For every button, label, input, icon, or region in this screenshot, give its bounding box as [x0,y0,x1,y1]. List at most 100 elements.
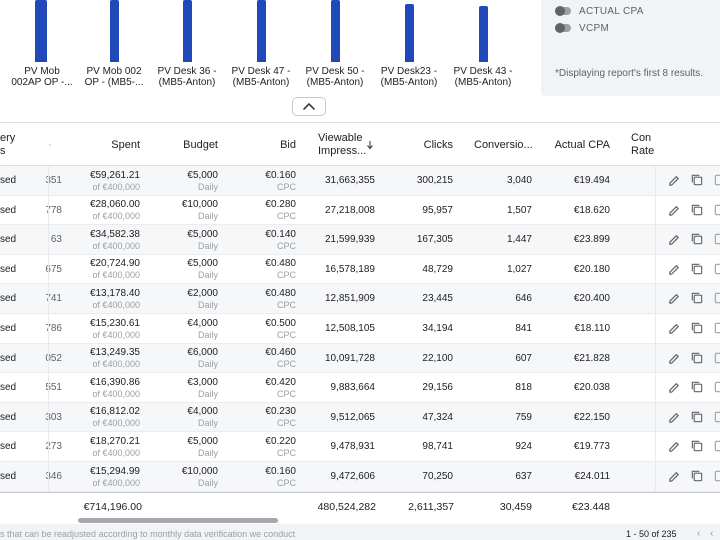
pencil-icon[interactable] [667,173,681,187]
chart-bar[interactable] [38,0,47,62]
table-row[interactable]: sed 351 €59,261.21 of €400,000 €5,000 Daily €0… [0,166,720,196]
cell-subtext: of €400,000 [92,240,140,251]
toggle-switch[interactable] [555,23,571,33]
cell-actual-cpa: €19.773 [546,432,610,461]
table-row[interactable]: sed 303 €16,812.02 of €400,000 €4,000 Daily €0… [0,402,720,433]
more-icon[interactable] [713,262,720,276]
more-icon[interactable] [713,351,720,365]
header-bid[interactable]: Bid [280,139,296,151]
pencil-icon[interactable] [667,203,681,217]
more-icon[interactable] [713,232,720,246]
legend-item-actual-cpa[interactable]: ACTUAL CPA [555,4,644,18]
chart-bar[interactable] [331,0,340,62]
header-viewable-impressions[interactable]: Viewable Impress... [318,132,367,157]
more-icon[interactable] [713,321,720,335]
cell-subtext: CPC [276,447,296,458]
bar-label-line: 002AP OP -... [11,77,73,88]
cell-id: 303 [40,403,62,432]
copy-icon[interactable] [690,380,704,394]
pencil-icon[interactable] [667,321,681,335]
copy-icon[interactable] [690,351,704,365]
copy-icon[interactable] [690,262,704,276]
cell-value: 9,883,664 [330,382,376,394]
cell-actual-cpa: €21.828 [546,344,610,373]
legend-item-vcpm[interactable]: VCPM [555,21,609,35]
copy-icon[interactable] [690,410,704,424]
header-conversion-rate[interactable]: Con Rate [631,132,655,157]
pencil-icon[interactable] [667,380,681,394]
scrollbar-thumb[interactable] [78,518,278,523]
header-conversions[interactable]: Conversio... [474,139,533,151]
next-page-icon[interactable]: ‹ [710,528,714,539]
copy-icon[interactable] [690,173,704,187]
pencil-icon[interactable] [667,351,681,365]
pencil-icon[interactable] [667,439,681,453]
more-icon[interactable] [713,173,720,187]
cell-spent: €28,060.00 of €400,000 [70,196,140,225]
table-row[interactable]: sed 346 €15,294.99 of €400,000 €10,000 Daily €… [0,462,720,492]
cell-id: 63 [40,225,62,254]
more-icon[interactable] [713,439,720,453]
pencil-icon[interactable] [667,291,681,305]
bar-label-line: OP - (MB5-... [84,77,144,88]
pencil-icon[interactable] [667,232,681,246]
cell-subtext: CPC [276,359,296,370]
copy-icon[interactable] [690,232,704,246]
table-row[interactable]: sed 273 €18,270.21 of €400,000 €5,000 Daily €0… [0,432,720,462]
more-icon[interactable] [713,469,720,483]
cell-conversions: 841 [470,314,532,343]
copy-icon[interactable] [690,203,704,217]
cell-value: €18.110 [574,323,610,334]
pencil-icon[interactable] [667,262,681,276]
table-row[interactable]: sed 786 €15,230.61 of €400,000 €4,000 Daily €0… [0,314,720,344]
table-row[interactable]: sed 675 €20,724.90 of €400,000 €5,000 Daily €0… [0,255,720,285]
cell-actual-cpa: €20.400 [546,284,610,313]
copy-icon[interactable] [690,321,704,335]
table-row[interactable]: sed 778 €28,060.00 of €400,000 €10,000 Daily €… [0,196,720,226]
header-delivery[interactable]: ery s [0,132,16,157]
cell-value: 303 [45,411,62,423]
cell-value: sed [0,293,17,305]
toggle-switch[interactable] [555,6,571,16]
cell-value: sed [0,175,17,186]
cell-spent: €16,390.86 of €400,000 [70,373,140,402]
copy-icon[interactable] [690,291,704,305]
cell-budget: €5,000 Daily [148,432,218,461]
cell-subtext: CPC [276,211,296,222]
copy-icon[interactable] [690,469,704,483]
table-row[interactable]: sed 63 €34,582.38 of €400,000 €5,000 Daily €0.… [0,225,720,255]
copy-icon[interactable] [690,439,704,453]
more-icon[interactable] [713,203,720,217]
cell-value: €34,582.38 [89,228,140,240]
sort-down-icon[interactable] [366,140,374,150]
table-row[interactable]: sed 551 €16,390.86 of €400,000 €3,000 Daily €0… [0,373,720,403]
chart-bar[interactable] [257,0,266,62]
chart-bar[interactable] [183,0,192,62]
chart-bar[interactable] [479,6,488,62]
more-icon[interactable] [713,291,720,305]
cell-subtext: Daily [197,211,218,222]
cell-spent: €15,294.99 of €400,000 [70,462,140,491]
bar-label-line: PV Desk 36 - [157,66,217,77]
pencil-icon[interactable] [667,410,681,424]
horizontal-scrollbar[interactable] [0,516,720,524]
legend-label: ACTUAL CPA [579,5,644,17]
header-actual-cpa[interactable]: Actual CPA [554,139,610,151]
table-row[interactable]: sed 741 €13,178.40 of €400,000 €2,000 Daily €0… [0,284,720,314]
table-row[interactable]: sed 052 €13,249.35 of €400,000 €6,000 Daily €0… [0,343,720,374]
chevron-up-icon [303,103,315,110]
more-icon[interactable] [713,380,720,394]
cell-value: €5,000 [187,435,218,447]
cell-budget: €5,000 Daily [148,255,218,284]
prev-page-icon[interactable]: ‹ [697,528,701,539]
header-budget[interactable]: Budget [183,139,218,151]
cell-value: 63 [50,234,62,246]
chart-bar[interactable] [110,0,119,62]
pencil-icon[interactable] [667,469,681,483]
cell-clicks: 70,250 [390,462,453,491]
header-clicks[interactable]: Clicks [423,139,453,151]
chart-bar[interactable] [405,4,414,62]
collapse-chart-button[interactable] [292,97,326,116]
header-spent[interactable]: Spent [111,139,140,151]
more-icon[interactable] [713,410,720,424]
